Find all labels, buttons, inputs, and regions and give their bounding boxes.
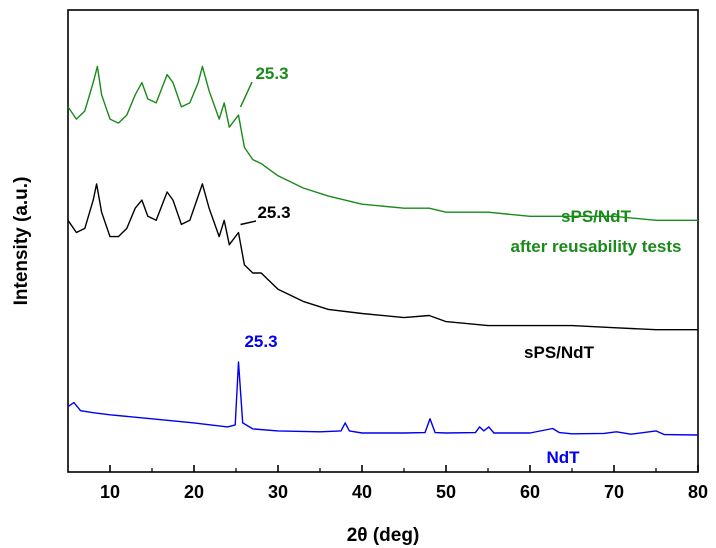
plot-frame [67, 9, 699, 473]
x-tick-label-40: 40 [352, 482, 372, 502]
x-tick-label-80: 80 [688, 482, 708, 502]
x-tick-label-10: 10 [100, 482, 120, 502]
series-line-ndt [67, 361, 699, 436]
peak-leader-sps-ndt-after-reusability-tests [239, 81, 253, 108]
x-tick-label-50: 50 [436, 482, 456, 502]
series-layer [67, 65, 699, 436]
series-label-sps-ndt-after-reusability-tests-0: sPS/NdT [561, 207, 632, 226]
x-tick-label-20: 20 [184, 482, 204, 502]
annotation-layer: sPS/NdT after reusability tests 25.3 sPS/Nd… [239, 64, 682, 467]
series-line-sps-ndt [67, 183, 698, 331]
x-tick-label-70: 70 [604, 482, 624, 502]
series-label-sps-ndt-after-reusability-tests-1: after reusability tests [510, 237, 681, 256]
x-axis-title: 2θ (deg) [347, 525, 420, 546]
peak-label-sps-ndt-after-reusability-tests: 25.3 [255, 64, 288, 83]
series-line-sps-ndt-after-reusability-tests [67, 65, 698, 221]
x-tick-label-30: 30 [268, 482, 288, 502]
peak-label-sps-ndt: 25.3 [257, 203, 290, 222]
peak-label-ndt: 25.3 [244, 332, 277, 351]
y-axis-title: Intensity (a.u.) [11, 177, 32, 306]
series-label-ndt-0: NdT [546, 448, 580, 467]
x-axis-ticks: 10 20 30 40 50 60 70 80 [100, 465, 708, 502]
peak-leader-sps-ndt [240, 220, 257, 226]
series-label-sps-ndt-0: sPS/NdT [524, 343, 595, 362]
x-tick-label-60: 60 [520, 482, 540, 502]
